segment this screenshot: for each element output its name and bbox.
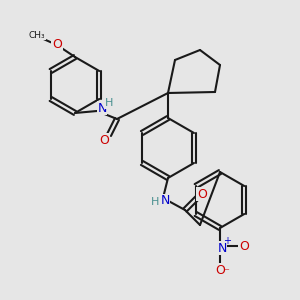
Text: H: H (105, 98, 113, 108)
Text: O: O (215, 263, 225, 277)
Text: O: O (197, 188, 207, 200)
Text: H: H (151, 197, 159, 207)
Text: N: N (97, 101, 107, 115)
Text: ⁻: ⁻ (223, 267, 229, 277)
Text: +: + (223, 236, 231, 246)
Text: O: O (239, 239, 249, 253)
Text: CH₃: CH₃ (29, 31, 45, 40)
Text: N: N (217, 242, 227, 254)
Text: O: O (99, 134, 109, 146)
Text: N: N (160, 194, 170, 208)
Text: O: O (52, 38, 62, 52)
